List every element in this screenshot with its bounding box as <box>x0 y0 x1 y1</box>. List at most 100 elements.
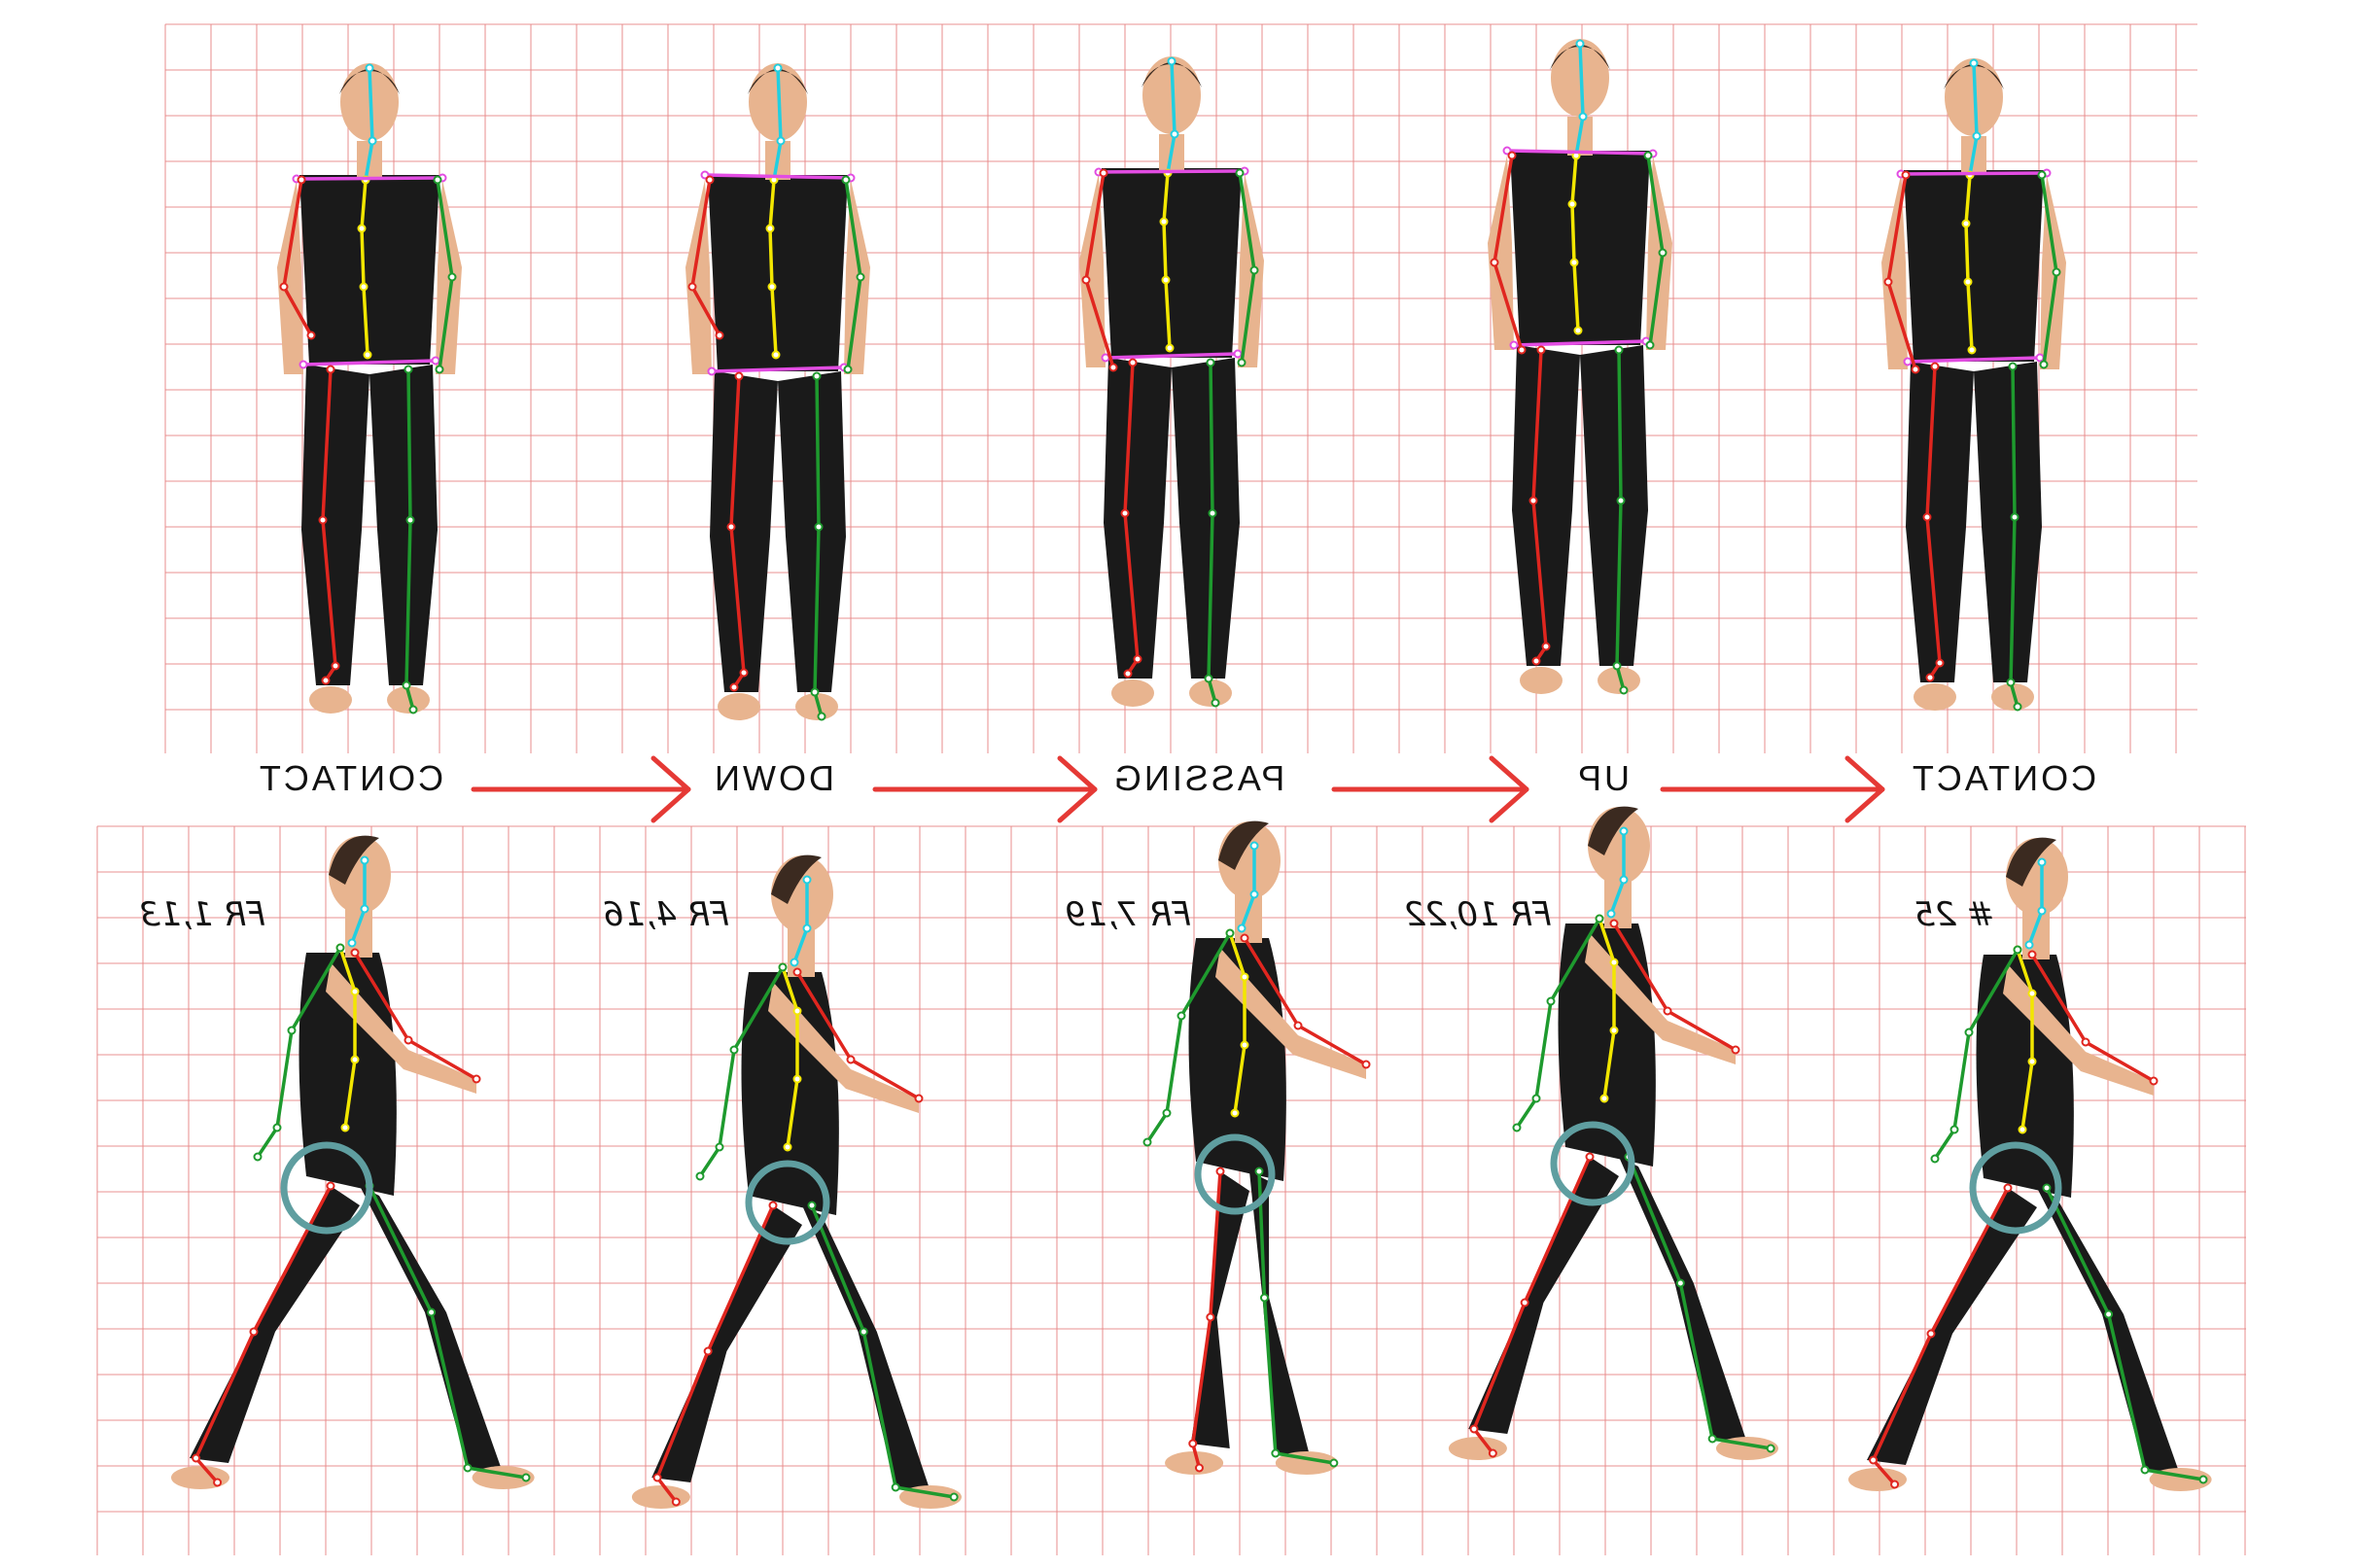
near-leg-rig-line <box>729 374 746 689</box>
joint-dot <box>2149 1076 2159 1086</box>
right-leg <box>1172 358 1240 679</box>
joint-dot <box>272 1123 282 1132</box>
joint-dot <box>287 1026 297 1035</box>
joint-dot <box>253 1152 263 1162</box>
joint-dot <box>1188 1439 1198 1448</box>
joint-dot <box>767 282 777 292</box>
shoulder-girdle-line <box>703 173 853 180</box>
hair <box>1588 806 1638 855</box>
joint-dot <box>1911 365 1920 374</box>
joint-dot <box>1531 656 1541 666</box>
joint-dot <box>1254 1167 1264 1176</box>
joint-dot <box>1162 1108 1172 1118</box>
joint-dot <box>1585 1152 1595 1162</box>
hip-girdle-line <box>1906 356 2042 364</box>
joint-dot <box>1616 496 1626 505</box>
joint-dot <box>715 331 724 340</box>
joint-dot <box>2008 362 2018 371</box>
joint-dot <box>1536 345 1546 355</box>
frame-notes: FR 1,13 FR 4,16 FR 7,19 FR 10,22 # 25 <box>139 895 1994 934</box>
joint-dot <box>1259 1293 1269 1303</box>
torso <box>299 175 439 365</box>
joint-dot <box>360 855 369 865</box>
foot <box>1165 1451 1224 1475</box>
joint-dot <box>1237 358 1247 367</box>
joint-dot <box>1170 129 1179 139</box>
far-leg-rig <box>807 1201 959 1502</box>
joint-dot <box>1903 357 1913 366</box>
joint-dot <box>249 1327 259 1337</box>
joint-dot <box>318 515 328 525</box>
joint-dot <box>1643 151 1653 160</box>
left-arm <box>1881 175 1908 369</box>
joint-dot <box>1167 56 1176 66</box>
far-leg-rig <box>2042 1183 2208 1484</box>
far-arm-rig <box>1235 168 1259 367</box>
joint-dot <box>703 1346 713 1356</box>
joint-dot <box>1235 168 1245 178</box>
head-rig <box>1237 841 1259 933</box>
far-arm-rig <box>433 175 457 374</box>
near-leg-rig <box>1528 345 1551 666</box>
joint-dot <box>1546 996 1556 1006</box>
joint-dot <box>1208 508 1217 518</box>
joint-dot <box>1883 277 1893 287</box>
far-leg-rig-line <box>1627 1155 1773 1450</box>
foot <box>795 693 838 720</box>
phase-label-contact-start: CONTACT <box>257 758 443 798</box>
joint-dot <box>1901 170 1911 180</box>
joint-dot <box>1204 674 1213 683</box>
joint-dot <box>1619 826 1629 836</box>
joint-dot <box>2037 906 2047 916</box>
arrow-head <box>1057 755 1098 823</box>
near-leg-rig <box>1922 362 1945 682</box>
joint-dot <box>1206 1312 1215 1322</box>
joint-dot <box>1528 496 1538 505</box>
joint-dot <box>363 350 372 360</box>
joint-dot <box>299 360 308 369</box>
joint-dot <box>1488 1448 1497 1458</box>
grid-panels <box>96 23 2246 1555</box>
near-leg-rig <box>1869 1183 2013 1489</box>
near-arm-rig <box>1883 170 1920 374</box>
joint-dot <box>1233 349 1243 359</box>
joint-dot <box>1142 1137 1152 1147</box>
joint-dot <box>192 1453 201 1463</box>
near-leg-rig <box>318 365 340 685</box>
front-figure-4 <box>1488 39 1672 695</box>
joint-dot <box>1969 58 1979 68</box>
front-figure-3 <box>1079 56 1264 708</box>
foot <box>387 686 430 714</box>
hair <box>1141 62 1202 87</box>
joint-dot <box>783 1142 792 1152</box>
joint-dot <box>1249 841 1259 851</box>
foot <box>1520 667 1563 694</box>
joint-dot <box>350 1055 360 1064</box>
joint-dot <box>771 350 781 360</box>
far-arm-rig <box>1930 945 2022 1164</box>
neck <box>1604 880 1632 928</box>
near-leg-rig <box>1469 1152 1595 1458</box>
spine-rig <box>1567 151 1583 335</box>
joint-dot <box>765 224 775 233</box>
joint-dot <box>521 1473 531 1482</box>
hair <box>1944 64 2004 89</box>
joint-dot <box>279 282 289 292</box>
far-arm-rig <box>2037 170 2061 369</box>
side-figure-5 <box>1848 837 2212 1491</box>
joint-dot <box>347 938 357 948</box>
joint-dot <box>776 136 786 146</box>
near-leg-rig-line <box>1531 348 1548 663</box>
joint-dot <box>778 962 788 972</box>
hip-ring <box>280 1141 373 1235</box>
far-arm-rig-line <box>1145 931 1232 1144</box>
joint-dot <box>814 522 824 532</box>
spine-rig <box>765 175 781 360</box>
joint-dot <box>715 1142 724 1152</box>
joint-dot <box>1531 1094 1541 1103</box>
hip-ring <box>1550 1121 1635 1206</box>
joint-dot <box>1329 1458 1339 1468</box>
far-leg-rig <box>810 371 826 721</box>
spine-rig-line <box>338 946 357 1130</box>
joint-dot <box>402 680 411 690</box>
